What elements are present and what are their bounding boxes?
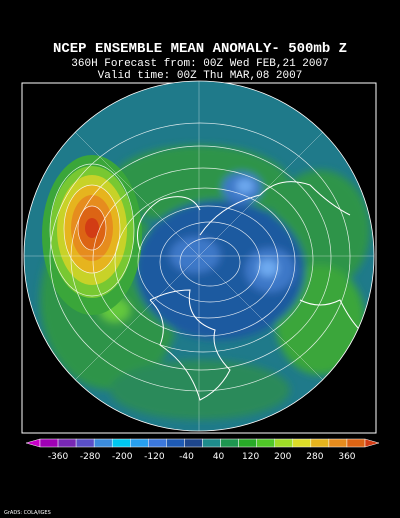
forecast-time: 360H Forecast from: 00Z Wed FEB,21 2007 bbox=[71, 58, 328, 70]
colorbar-label: 200 bbox=[274, 452, 291, 462]
colorbar-label: 40 bbox=[213, 452, 225, 462]
colorbar: -360 -280 -200 -120 -40 40 120 200 280 360 bbox=[25, 438, 380, 462]
credit: GrADS: COLA/IGES bbox=[4, 510, 51, 516]
positive-anomaly-peak bbox=[42, 155, 142, 315]
colorbar-swatch bbox=[310, 438, 330, 448]
colorbar-swatch bbox=[202, 438, 221, 448]
map-edge bbox=[23, 80, 375, 432]
colorbar-label: -360 bbox=[48, 452, 69, 462]
colorbar-swatch bbox=[111, 438, 131, 448]
colorbar-label: 120 bbox=[242, 452, 259, 462]
colorbar-label: -40 bbox=[179, 452, 194, 462]
colorbar-swatch bbox=[256, 438, 275, 448]
title: NCEP ENSEMBLE MEAN ANOMALY- 500mb Z bbox=[53, 41, 347, 57]
colorbar-label: -120 bbox=[144, 452, 165, 462]
colorbar-swatch bbox=[57, 438, 77, 448]
colorbar-swatch bbox=[292, 438, 312, 448]
colorbar-swatch bbox=[75, 438, 95, 448]
colorbar-swatch bbox=[346, 438, 366, 448]
colorbar-arrow bbox=[25, 438, 41, 448]
colorbar-label: -280 bbox=[80, 452, 101, 462]
colorbar-swatch bbox=[274, 438, 294, 448]
colorbar-swatch bbox=[184, 438, 203, 448]
colorbar-swatch bbox=[148, 438, 167, 448]
colorbar-label: -200 bbox=[112, 452, 133, 462]
colorbar-swatch bbox=[238, 438, 257, 448]
coastlines bbox=[137, 181, 361, 401]
contours bbox=[49, 122, 351, 392]
valid-time: Valid time: 00Z Thu MAR,08 2007 bbox=[98, 70, 303, 82]
colorbar-swatch bbox=[39, 438, 59, 448]
colorbar-label: 280 bbox=[306, 452, 323, 462]
colorbar-swatch bbox=[130, 438, 149, 448]
grid-lines bbox=[24, 81, 374, 431]
colorbar-swatch bbox=[93, 438, 113, 448]
colorbar-swatch bbox=[166, 438, 185, 448]
colorbar-label: 360 bbox=[338, 452, 355, 462]
colorbar-swatch bbox=[328, 438, 348, 448]
colorbar-swatch bbox=[220, 438, 239, 448]
colorbar-arrow bbox=[364, 438, 380, 448]
map-disk bbox=[24, 81, 374, 431]
